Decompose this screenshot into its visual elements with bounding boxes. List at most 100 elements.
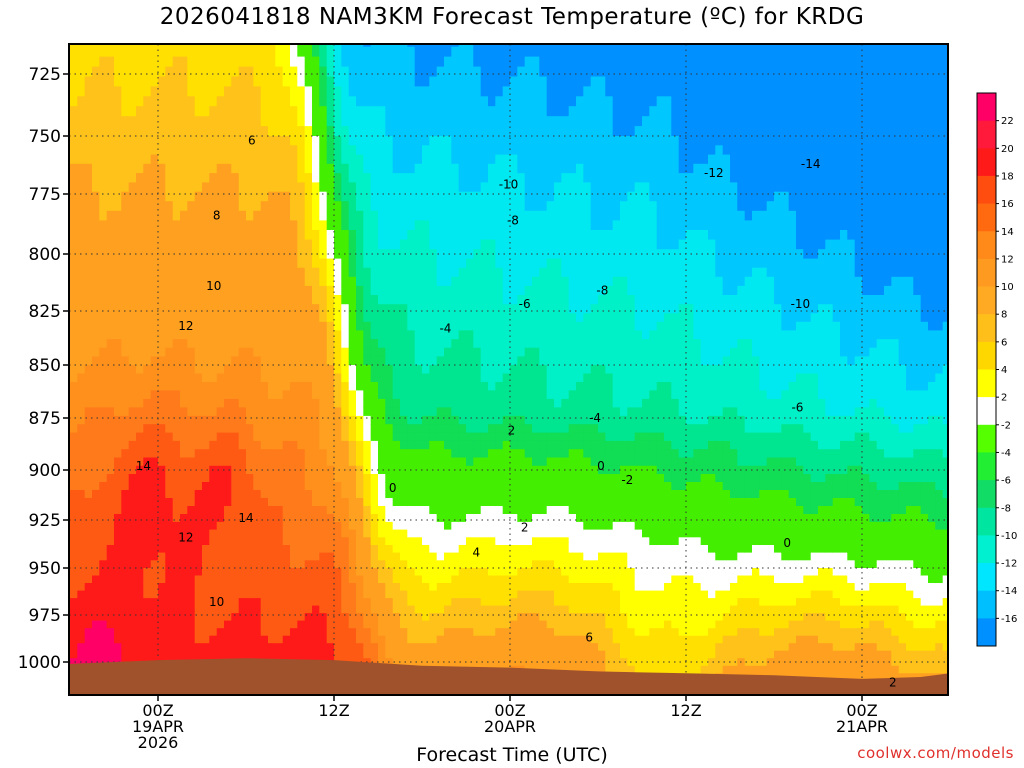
fill-cell	[334, 96, 342, 107]
fill-cell	[143, 398, 152, 408]
fill-cell	[319, 424, 328, 434]
fill-cell	[436, 116, 445, 127]
fill-cell	[260, 605, 269, 614]
fill-cell	[414, 432, 423, 442]
fill-cell	[217, 696, 225, 704]
fill-cell	[253, 650, 262, 659]
fill-cell	[400, 163, 408, 174]
fill-cell	[495, 424, 504, 434]
fill-cell	[392, 537, 401, 546]
fill-cell	[524, 285, 533, 296]
fill-cell	[495, 474, 504, 483]
fill-cell	[312, 590, 320, 599]
fill-cell	[429, 154, 438, 165]
fill-cell	[341, 432, 350, 442]
fill-cell	[238, 116, 247, 127]
filled-contours	[70, 44, 948, 704]
fill-cell	[114, 552, 122, 561]
fill-cell	[458, 373, 467, 383]
fill-cell	[495, 201, 504, 212]
fill-cell	[319, 474, 328, 483]
fill-cell	[370, 552, 379, 561]
fill-cell	[128, 106, 137, 117]
fill-cell	[99, 285, 108, 296]
fill-cell	[99, 356, 108, 366]
fill-cell	[297, 106, 306, 117]
fill-cell	[480, 474, 489, 483]
fill-cell	[231, 598, 240, 607]
fill-cell	[392, 390, 401, 400]
fill-cell	[92, 86, 100, 97]
fill-cell	[231, 620, 240, 629]
fill-cell	[231, 575, 240, 584]
fill-cell	[502, 490, 511, 499]
fill-cell	[312, 126, 320, 137]
fill-cell	[510, 440, 518, 450]
fill-cell	[319, 347, 328, 357]
fill-cell	[488, 154, 496, 165]
fill-cell	[326, 276, 335, 287]
fill-cell	[400, 373, 408, 383]
fill-cell	[121, 560, 130, 569]
fill-cell	[268, 605, 276, 614]
fill-cell	[429, 506, 438, 515]
fill-cell	[458, 568, 467, 577]
fill-cell	[246, 356, 254, 366]
fill-cell	[253, 191, 262, 202]
fill-cell	[84, 267, 93, 278]
fill-cell	[114, 230, 122, 241]
fill-cell	[246, 267, 254, 278]
fill-cell	[363, 210, 372, 221]
fill-cell	[414, 415, 423, 425]
fill-cell	[326, 620, 335, 629]
fill-cell	[414, 182, 423, 193]
fill-cell	[436, 210, 445, 221]
fill-cell	[202, 432, 210, 442]
fill-cell	[231, 537, 240, 546]
fill-cell	[444, 598, 452, 607]
fill-cell	[77, 96, 86, 107]
fill-cell	[466, 552, 474, 561]
fill-cell	[297, 382, 306, 392]
fill-cell	[385, 86, 394, 97]
fill-cell	[216, 590, 225, 599]
fill-cell	[334, 154, 342, 165]
fill-cell	[348, 545, 357, 554]
fill-cell	[385, 267, 394, 278]
fill-cell	[275, 568, 284, 577]
fill-cell	[312, 249, 320, 260]
fill-cell	[202, 163, 210, 174]
fill-cell	[524, 106, 533, 117]
fill-cell	[429, 86, 438, 97]
fill-cell	[356, 347, 364, 357]
fill-cell	[136, 628, 144, 637]
fill-cell	[451, 126, 460, 137]
fill-cell	[202, 220, 210, 231]
fill-cell	[165, 44, 174, 48]
fill-cell	[348, 154, 357, 165]
fill-cell	[246, 432, 254, 442]
fill-cell	[356, 191, 364, 202]
fill-cell	[260, 145, 269, 156]
fill-cell	[363, 696, 371, 704]
fill-cell	[363, 76, 372, 87]
fill-cell	[282, 56, 291, 68]
fill-cell	[532, 560, 540, 569]
fill-cell	[216, 365, 225, 375]
fill-cell	[143, 605, 152, 614]
fill-cell	[348, 605, 357, 614]
fill-cell	[502, 590, 511, 599]
fill-cell	[136, 650, 144, 659]
fill-cell	[92, 415, 100, 425]
fill-cell	[114, 154, 122, 165]
fill-cell	[488, 498, 496, 507]
fill-cell	[282, 583, 291, 592]
fill-cell	[121, 696, 129, 704]
fill-cell	[488, 643, 496, 652]
fill-cell	[114, 514, 122, 523]
fill-cell	[370, 568, 379, 577]
fill-cell	[429, 613, 438, 622]
fill-cell	[400, 514, 408, 523]
fill-cell	[253, 620, 262, 629]
fill-cell	[451, 440, 460, 450]
